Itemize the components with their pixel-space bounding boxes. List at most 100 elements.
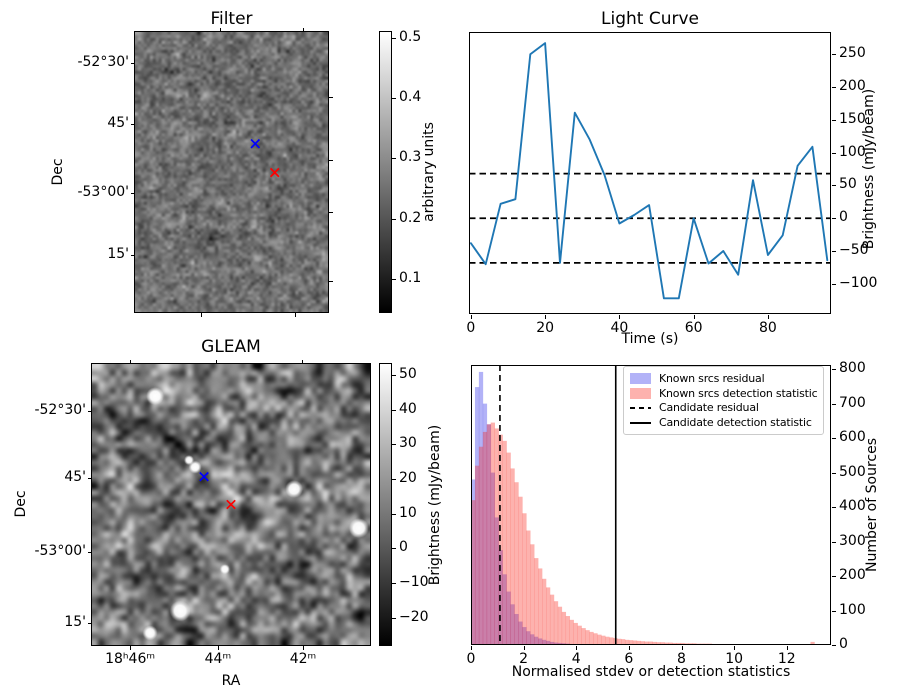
tick-mark xyxy=(832,610,836,612)
x-tick-label: 40 xyxy=(610,320,629,336)
colorbar-tick-label: 0.4 xyxy=(399,89,422,106)
tick-mark xyxy=(471,646,472,650)
y-tick-label: 200 xyxy=(839,567,866,584)
y-tick-label: 200 xyxy=(839,78,866,95)
tick-mark xyxy=(392,375,396,377)
x-tick-label: 12 xyxy=(777,651,796,667)
tick-mark xyxy=(832,369,836,371)
tick-mark xyxy=(217,646,219,650)
tick-mark xyxy=(786,646,788,650)
y-tick-label: 250 xyxy=(839,45,866,62)
tick-mark xyxy=(392,98,396,100)
tick-mark xyxy=(392,582,396,584)
x-tick-label: 10 xyxy=(725,651,744,667)
dec-tick-label: 45' xyxy=(64,469,86,486)
legend-item-known-srcs-detection: Known srcs detection statistic xyxy=(630,386,818,401)
tick-mark xyxy=(832,251,836,253)
tick-mark xyxy=(576,646,578,650)
tick-mark xyxy=(131,63,135,65)
y-tick-label: 0 xyxy=(839,636,848,652)
colorbar-tick-label: 0.2 xyxy=(399,209,422,226)
legend-label: Known srcs residual xyxy=(659,371,765,385)
histogram-plot xyxy=(471,365,831,645)
y-tick-label: 150 xyxy=(839,110,866,127)
tick-mark xyxy=(832,152,836,154)
tick-mark xyxy=(130,646,132,650)
y-tick-label: 800 xyxy=(839,360,866,377)
tick-mark xyxy=(302,28,304,32)
tick-mark xyxy=(88,478,92,480)
tick-mark xyxy=(329,96,333,98)
tick-mark xyxy=(832,576,836,578)
y-tick-label: −50 xyxy=(839,242,869,259)
tick-mark xyxy=(392,218,396,220)
dec-tick-label: -53°00' xyxy=(34,543,86,560)
histogram-series xyxy=(471,422,819,645)
tick-mark xyxy=(693,315,695,319)
legend-swatch-pink-patch xyxy=(630,387,651,399)
gleam-dec-axis-label: Dec xyxy=(13,490,29,518)
tick-mark xyxy=(392,444,396,446)
tick-mark xyxy=(329,159,333,161)
axes-frame xyxy=(469,32,831,314)
dec-tick-label: 15' xyxy=(107,245,129,262)
tick-mark xyxy=(832,541,836,543)
tick-mark xyxy=(130,360,132,364)
tick-mark xyxy=(329,212,333,214)
legend-item-known-srcs-residual: Known srcs residual xyxy=(630,371,817,386)
tick-mark xyxy=(392,409,396,411)
tick-mark xyxy=(832,507,836,509)
tick-mark xyxy=(392,548,396,550)
filter-colorbar-label: arbitrary units xyxy=(421,122,437,222)
colorbar-tick-label: 40 xyxy=(399,400,417,417)
x-tick-label: 0 xyxy=(466,651,476,667)
tick-mark xyxy=(392,513,396,515)
legend-swatch-blue-patch xyxy=(630,372,651,384)
light-curve-line xyxy=(469,42,829,300)
tick-mark xyxy=(303,646,304,650)
legend-swatch-solid-line xyxy=(630,421,651,424)
x-tick-label: 80 xyxy=(758,320,777,336)
legend-label: Candidate detection statistic xyxy=(659,416,812,430)
x-tick-label: 60 xyxy=(684,320,703,336)
tick-mark xyxy=(523,646,525,650)
gleam-title: GLEAM xyxy=(201,337,261,357)
dec-tick-label: -52°30' xyxy=(77,54,129,71)
colorbar-tick-label: 0.1 xyxy=(399,269,422,286)
y-tick-label: 50 xyxy=(839,176,857,193)
colorbar-tick-label: −20 xyxy=(399,608,429,625)
tick-mark xyxy=(832,185,836,187)
tick-mark xyxy=(392,158,396,160)
tick-mark xyxy=(329,280,333,282)
y-tick-label: 100 xyxy=(839,601,866,618)
tick-mark xyxy=(131,124,135,126)
tick-mark xyxy=(628,646,630,650)
colorbar-tick-label: 30 xyxy=(399,435,417,452)
tick-mark xyxy=(301,360,303,364)
x-tick-label: 4 xyxy=(571,651,581,667)
light-curve-plot xyxy=(469,32,831,314)
gleam-ra-axis-label: RA xyxy=(221,673,241,689)
tick-mark xyxy=(470,315,472,319)
colorbar-tick-label: 10 xyxy=(399,504,417,521)
legend-item-candidate-residual: Candidate residual xyxy=(630,401,817,416)
tick-mark xyxy=(392,479,396,481)
y-tick-label: 0 xyxy=(839,209,848,226)
light-curve-xlabel: Time (s) xyxy=(621,331,679,347)
dec-tick-label: -52°30' xyxy=(34,401,86,418)
tick-mark xyxy=(392,278,396,280)
y-tick-label: 700 xyxy=(839,394,866,411)
y-tick-label: 400 xyxy=(839,498,866,515)
tick-mark xyxy=(832,403,836,405)
y-tick-label: 300 xyxy=(839,532,866,549)
ra-tick-label: 44ᵐ xyxy=(204,651,232,667)
legend-item-candidate-detection: Candidate detection statistic xyxy=(630,415,817,430)
filter-title: Filter xyxy=(210,9,253,29)
gleam-sky-map xyxy=(91,363,371,646)
tick-mark xyxy=(832,645,836,646)
gleam-colorbar xyxy=(379,363,392,646)
histogram-ylabel: Number of Sources xyxy=(864,437,880,573)
tick-mark xyxy=(88,552,92,554)
tick-mark xyxy=(832,283,836,285)
x-tick-label: 20 xyxy=(536,320,555,336)
